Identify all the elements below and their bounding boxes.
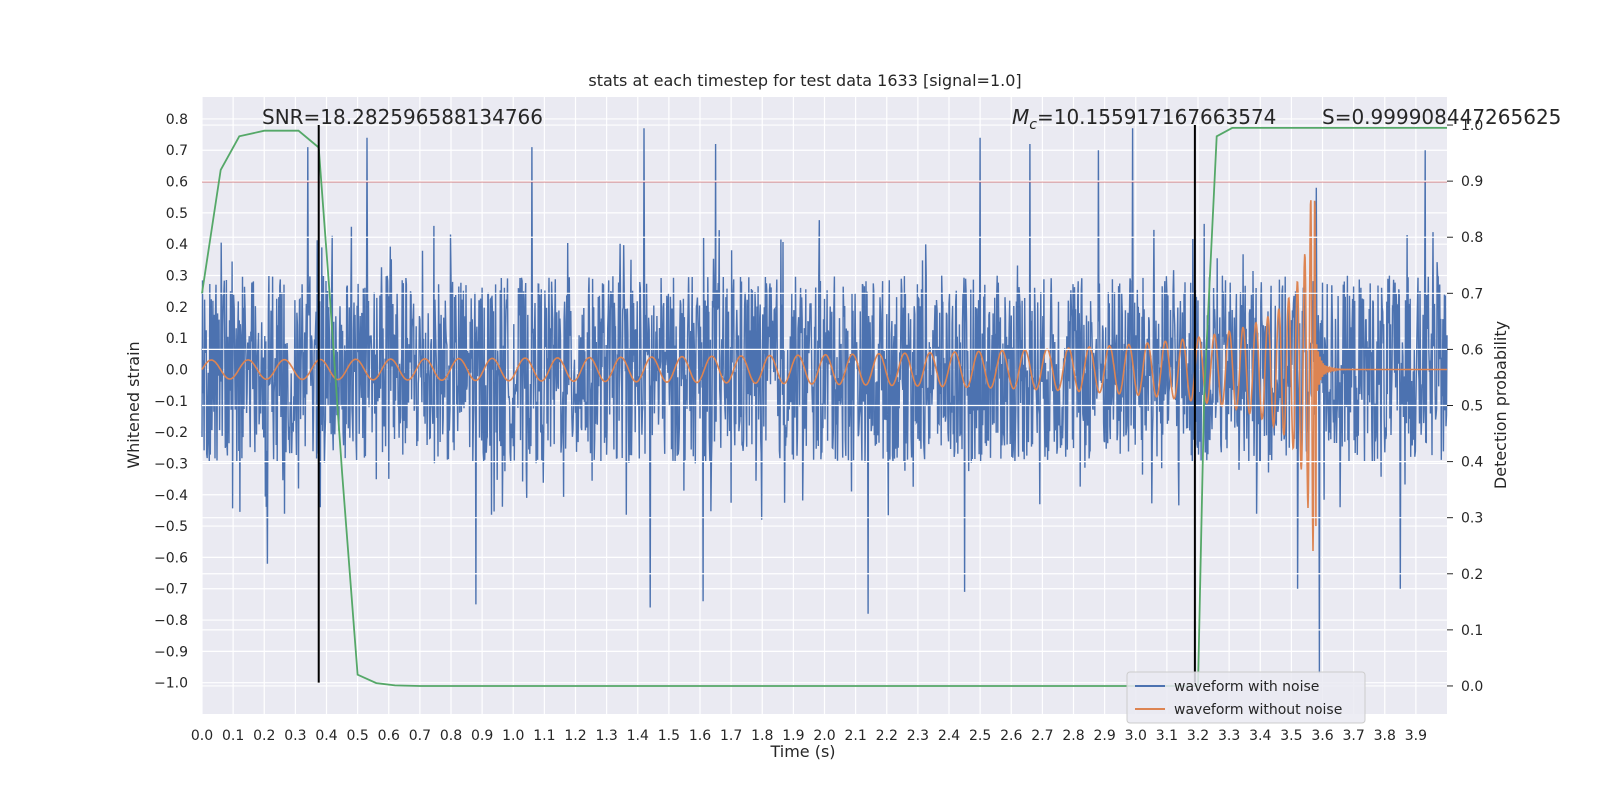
x-tick-label: 3.5 — [1280, 728, 1302, 744]
s-score-annotation: S=0.999908447265625 — [1322, 105, 1561, 129]
y-tick-label: −0.8 — [154, 613, 188, 629]
x-tick-label: 2.9 — [1093, 728, 1115, 744]
x-tick-label: 3.1 — [1156, 728, 1178, 744]
right-y-tick-label: 0.6 — [1461, 342, 1483, 358]
snr-annotation: SNR=18.282596588134766 — [262, 105, 543, 129]
y-tick-label: 0.4 — [166, 237, 188, 253]
x-tick-label: 1.7 — [720, 728, 742, 744]
x-tick-label: 1.2 — [564, 728, 586, 744]
x-tick-label: 0.6 — [378, 728, 400, 744]
y-tick-label: −0.6 — [154, 550, 188, 566]
legend-label-clean: waveform without noise — [1174, 702, 1342, 718]
x-tick-label: 1.9 — [782, 728, 804, 744]
y-tick-label: 0.8 — [166, 112, 188, 128]
x-tick-label: 3.3 — [1218, 728, 1240, 744]
x-tick-label: 2.7 — [1031, 728, 1053, 744]
chart-title: stats at each timestep for test data 163… — [588, 71, 1021, 90]
y-tick-label: −0.5 — [154, 519, 188, 535]
x-tick-label: 1.8 — [751, 728, 773, 744]
x-tick-label: 2.2 — [876, 728, 898, 744]
y-tick-label: 0.3 — [166, 269, 188, 285]
y-tick-label: −0.2 — [154, 425, 188, 441]
x-tick-label: 0.0 — [191, 728, 213, 744]
x-tick-label: 2.6 — [1000, 728, 1022, 744]
waveform-with-noise-line — [201, 128, 1448, 674]
x-tick-label: 1.3 — [595, 728, 617, 744]
right-y-tick-label: 0.9 — [1461, 174, 1483, 190]
x-tick-label: 2.0 — [813, 728, 835, 744]
x-tick-label: 2.4 — [938, 728, 960, 744]
y-tick-label: −0.3 — [154, 456, 188, 472]
right-y-axis-label: Detection probability — [1491, 321, 1510, 489]
y-tick-label: 0.6 — [166, 175, 188, 191]
y-tick-label: 0.1 — [166, 331, 188, 347]
x-tick-label: 2.3 — [907, 728, 929, 744]
detection-probability-line — [201, 127, 1447, 687]
x-tick-label: 0.2 — [253, 728, 275, 744]
y-tick-label: 0.7 — [166, 143, 188, 159]
x-tick-label: 1.5 — [658, 728, 680, 744]
right-y-tick-label: 0.8 — [1461, 230, 1483, 246]
x-tick-label: 3.4 — [1249, 728, 1271, 744]
right-y-tick-label: 1.0 — [1461, 118, 1483, 134]
y-tick-label: 0.0 — [166, 362, 188, 378]
x-tick-label: 3.8 — [1374, 728, 1396, 744]
y-tick-label: −0.4 — [154, 488, 188, 504]
x-tick-label: 0.1 — [222, 728, 244, 744]
right-y-tick-label: 0.7 — [1461, 286, 1483, 302]
y-tick-label: −0.9 — [154, 644, 188, 660]
x-tick-label: 3.6 — [1311, 728, 1333, 744]
y-tick-label: −0.1 — [154, 394, 188, 410]
x-tick-label: 3.9 — [1405, 728, 1427, 744]
right-y-tick-label: 0.4 — [1461, 455, 1483, 471]
x-tick-label: 0.8 — [440, 728, 462, 744]
x-tick-label: 0.3 — [284, 728, 306, 744]
y-tick-label: 0.5 — [166, 206, 188, 222]
x-axis-label: Time (s) — [769, 742, 835, 761]
y-tick-label: −1.0 — [154, 676, 188, 692]
x-tick-label: 1.6 — [689, 728, 711, 744]
x-tick-label: 0.4 — [315, 728, 337, 744]
y-axis-label: Whitened strain — [124, 341, 143, 468]
legend-label-noise: waveform with noise — [1174, 679, 1319, 695]
right-y-tick-label: 0.5 — [1461, 399, 1483, 415]
x-tick-label: 1.1 — [533, 728, 555, 744]
x-tick-label: 3.0 — [1125, 728, 1147, 744]
right-y-tick-label: 0.0 — [1461, 679, 1483, 695]
right-y-tick-label: 0.2 — [1461, 567, 1483, 583]
waveform-without-noise-line — [201, 200, 1447, 552]
x-tick-label: 0.9 — [471, 728, 493, 744]
y-tick-label: −0.7 — [154, 582, 188, 598]
x-tick-label: 3.7 — [1342, 728, 1364, 744]
x-tick-label: 1.4 — [627, 728, 649, 744]
x-tick-label: 3.2 — [1187, 728, 1209, 744]
legend: waveform with noise waveform without noi… — [1126, 671, 1366, 724]
x-tick-label: 1.0 — [502, 728, 524, 744]
x-tick-label: 0.7 — [409, 728, 431, 744]
chirp-mass-annotation: Mc=10.155917167663574 — [1012, 105, 1276, 133]
right-y-tick-label: 0.1 — [1461, 623, 1483, 639]
right-y-tick-label: 0.3 — [1461, 511, 1483, 527]
x-tick-label: 2.5 — [969, 728, 991, 744]
x-tick-label: 2.8 — [1062, 728, 1084, 744]
x-tick-label: 0.5 — [346, 728, 368, 744]
x-tick-label: 2.1 — [844, 728, 866, 744]
y-tick-label: 0.2 — [166, 300, 188, 316]
